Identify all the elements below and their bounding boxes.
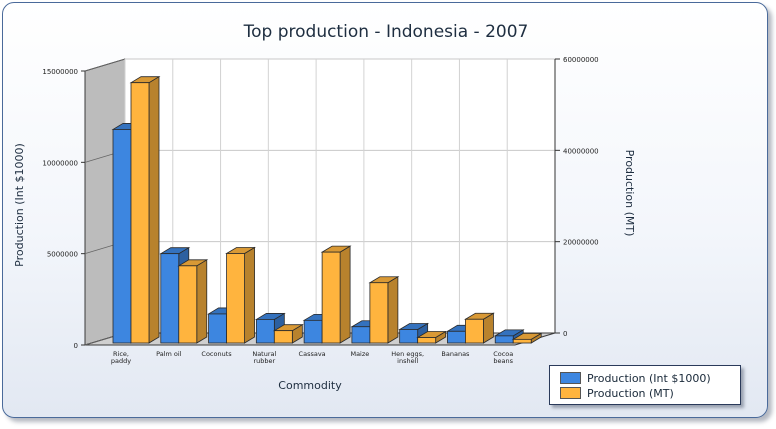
bar-series-2 — [416, 330, 448, 344]
y-tick-label-left: 10000000 — [42, 159, 78, 167]
y-tick-label-right: 20000000 — [563, 239, 599, 247]
bar-series-2 — [320, 245, 352, 344]
y-axis-label-right: Production (MT) — [623, 150, 636, 237]
bar-series-2 — [368, 276, 400, 344]
bar-series-2 — [511, 332, 543, 344]
x-axis-label: Commodity — [278, 379, 342, 392]
y-axis-label-left: Production (Int $1000) — [13, 143, 26, 267]
bar-series-2 — [272, 323, 304, 344]
x-tick-label: beans — [493, 357, 513, 365]
bar-series-2 — [177, 259, 209, 344]
x-tick-label: Bananas — [441, 350, 470, 358]
legend-item-series-1: Production (Int $1000) — [560, 371, 711, 385]
legend-swatch-series-2 — [560, 387, 581, 399]
x-tick-label: Maize — [350, 350, 369, 358]
x-tick-label: Hen eggs, — [391, 350, 424, 358]
bar-series-2 — [464, 312, 495, 344]
x-tick-label: inshell — [397, 357, 418, 365]
chart-legend: Production (Int $1000) Production (MT) — [549, 365, 741, 405]
legend-label-series-2: Production (MT) — [587, 386, 674, 400]
legend-item-series-2: Production (MT) — [560, 386, 674, 400]
grid-line-depth — [84, 58, 126, 72]
y-tick-label-left: 0 — [74, 342, 78, 350]
x-tick-label: Palm oil — [156, 350, 182, 358]
x-tick-label: Coconuts — [201, 350, 232, 358]
y-tick-label-right: 0 — [563, 330, 567, 338]
bar-series-2 — [225, 246, 256, 344]
x-tick-label: Natural — [252, 350, 276, 358]
legend-swatch-series-1 — [560, 372, 581, 384]
y-tick-label-left: 5000000 — [47, 251, 78, 259]
chart-title: Top production - Indonesia - 2007 — [243, 22, 529, 42]
x-tick-label: Cassava — [299, 350, 326, 358]
x-tick-label: rubber — [253, 357, 275, 365]
y-tick-label-right: 40000000 — [563, 147, 599, 155]
x-tick-label: paddy — [111, 357, 131, 365]
y-tick-label-left: 15000000 — [42, 68, 78, 76]
x-tick-label: Rice, — [113, 350, 129, 358]
y-tick-label-right: 60000000 — [563, 56, 599, 64]
legend-label-series-1: Production (Int $1000) — [587, 371, 711, 385]
bar-series-2 — [129, 75, 161, 344]
x-tick-label: Cocoa — [493, 350, 513, 358]
